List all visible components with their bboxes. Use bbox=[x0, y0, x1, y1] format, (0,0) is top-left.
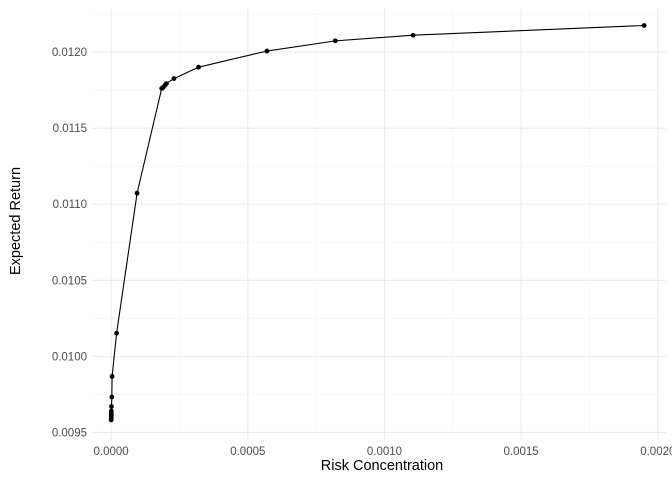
y-tick-label: 0.0115 bbox=[53, 123, 87, 135]
x-tick-label: 0.0005 bbox=[230, 446, 265, 458]
x-axis-tick-labels: 0.0000 0.0005 0.0010 0.0015 0.0020 bbox=[94, 446, 672, 458]
x-tick-label: 0.0000 bbox=[94, 446, 129, 458]
data-point bbox=[264, 48, 270, 54]
x-tick-label: 0.0020 bbox=[640, 446, 672, 458]
data-point bbox=[332, 38, 338, 44]
y-tick-label: 0.0105 bbox=[52, 275, 87, 287]
series-layer bbox=[108, 23, 647, 423]
data-point bbox=[196, 64, 202, 70]
data-point bbox=[163, 81, 169, 86]
minor-gridlines bbox=[92, 8, 666, 440]
y-axis-tick-labels: 0.0095 0.0100 0.0105 0.0110 0.0115 0.0120 bbox=[52, 47, 87, 439]
y-axis-title: Expected Return bbox=[8, 167, 24, 275]
data-point bbox=[641, 23, 647, 28]
data-point bbox=[171, 76, 177, 81]
data-point bbox=[109, 374, 115, 379]
data-point bbox=[114, 330, 119, 336]
y-tick-label: 0.0120 bbox=[52, 47, 87, 59]
x-tick-label: 0.0015 bbox=[504, 446, 539, 458]
x-tick-label: 0.0010 bbox=[367, 446, 402, 458]
y-tick-label: 0.0095 bbox=[52, 427, 87, 439]
y-tick-label: 0.0110 bbox=[53, 199, 87, 211]
x-axis-title: Risk Concentration bbox=[321, 458, 444, 474]
data-point bbox=[109, 394, 115, 400]
data-point bbox=[108, 408, 114, 414]
data-point bbox=[109, 404, 114, 409]
data-point bbox=[410, 32, 416, 38]
major-gridlines bbox=[92, 8, 666, 440]
data-point bbox=[134, 190, 140, 196]
y-tick-label: 0.0100 bbox=[52, 351, 87, 363]
